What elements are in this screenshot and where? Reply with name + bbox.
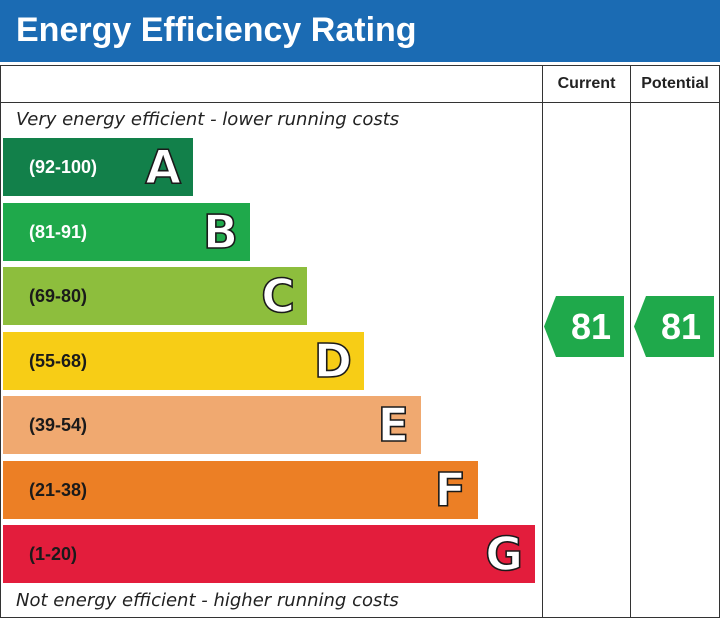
band-letter: G xyxy=(484,526,523,582)
band-e: (39-54) E xyxy=(3,396,421,454)
current-arrow-shape xyxy=(544,296,624,357)
current-column-divider xyxy=(542,66,543,617)
header-divider xyxy=(1,102,719,103)
current-rating-value: 81 xyxy=(570,306,612,347)
band-letter: A xyxy=(145,139,182,195)
band-letter: C xyxy=(260,268,295,324)
band-range-label: (92-100) xyxy=(29,157,98,177)
rating-table: Current Potential Very energy efficient … xyxy=(0,65,720,618)
band-range-label: (69-80) xyxy=(29,286,88,306)
band-g: (1-20) G xyxy=(3,525,535,583)
band-d: (55-68) D xyxy=(3,331,364,390)
band-letter: F xyxy=(434,462,467,518)
bottom-caption: Not energy efficient - higher running co… xyxy=(16,590,399,611)
band-range-label: (1-20) xyxy=(29,544,78,564)
title-bar: Energy Efficiency Rating xyxy=(0,0,720,62)
potential-rating-arrow: 81 xyxy=(634,296,714,357)
potential-arrow-shape xyxy=(634,296,714,357)
band-range-label: (21-38) xyxy=(29,479,88,500)
band-a: (92-100) A xyxy=(3,138,193,196)
potential-column-divider xyxy=(630,66,631,617)
band-letter: E xyxy=(377,397,410,453)
band-range-label: (55-68) xyxy=(29,350,88,371)
band-letter: D xyxy=(313,333,353,389)
potential-column-header: Potential xyxy=(641,75,709,92)
top-caption: Very energy efficient - lower running co… xyxy=(16,109,400,130)
band-f: (21-38) F xyxy=(3,460,478,519)
chart-title: Energy Efficiency Rating xyxy=(16,11,417,49)
band-letter: B xyxy=(202,204,239,260)
current-column-header: Current xyxy=(557,75,616,92)
band-range-label: (81-91) xyxy=(29,221,88,242)
band-range-label: (39-54) xyxy=(29,415,88,435)
band-c: (69-80) C xyxy=(3,267,307,325)
current-rating-arrow: 81 xyxy=(544,296,624,357)
potential-rating-value: 81 xyxy=(660,306,702,347)
band-b: (81-91) B xyxy=(3,202,250,261)
